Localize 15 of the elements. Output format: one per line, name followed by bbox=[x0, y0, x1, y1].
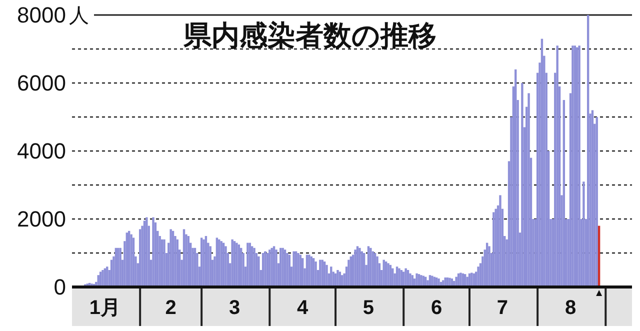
y-tick-label: 0 bbox=[54, 274, 66, 300]
x-tick-label: 6 bbox=[430, 297, 442, 319]
x-tick-label: 5 bbox=[362, 297, 374, 319]
x-tick-label: 4 bbox=[297, 297, 310, 319]
x-tick-label: 8 bbox=[564, 297, 576, 319]
x-tick-label: 2 bbox=[165, 297, 176, 319]
x-tick-label: 1月 bbox=[89, 297, 121, 319]
x-tick-label: 7 bbox=[496, 297, 508, 319]
y-axis-title: 人 bbox=[69, 3, 89, 27]
y-tick-label: 6000 bbox=[17, 70, 66, 96]
y-tick-label: 4000 bbox=[17, 138, 66, 164]
chart-title: 県内感染者数の推移 bbox=[182, 19, 436, 52]
x-tick-label: 3 bbox=[228, 297, 240, 319]
y-tick-label: 8000 bbox=[17, 2, 66, 28]
y-tick-label: 2000 bbox=[17, 206, 66, 232]
